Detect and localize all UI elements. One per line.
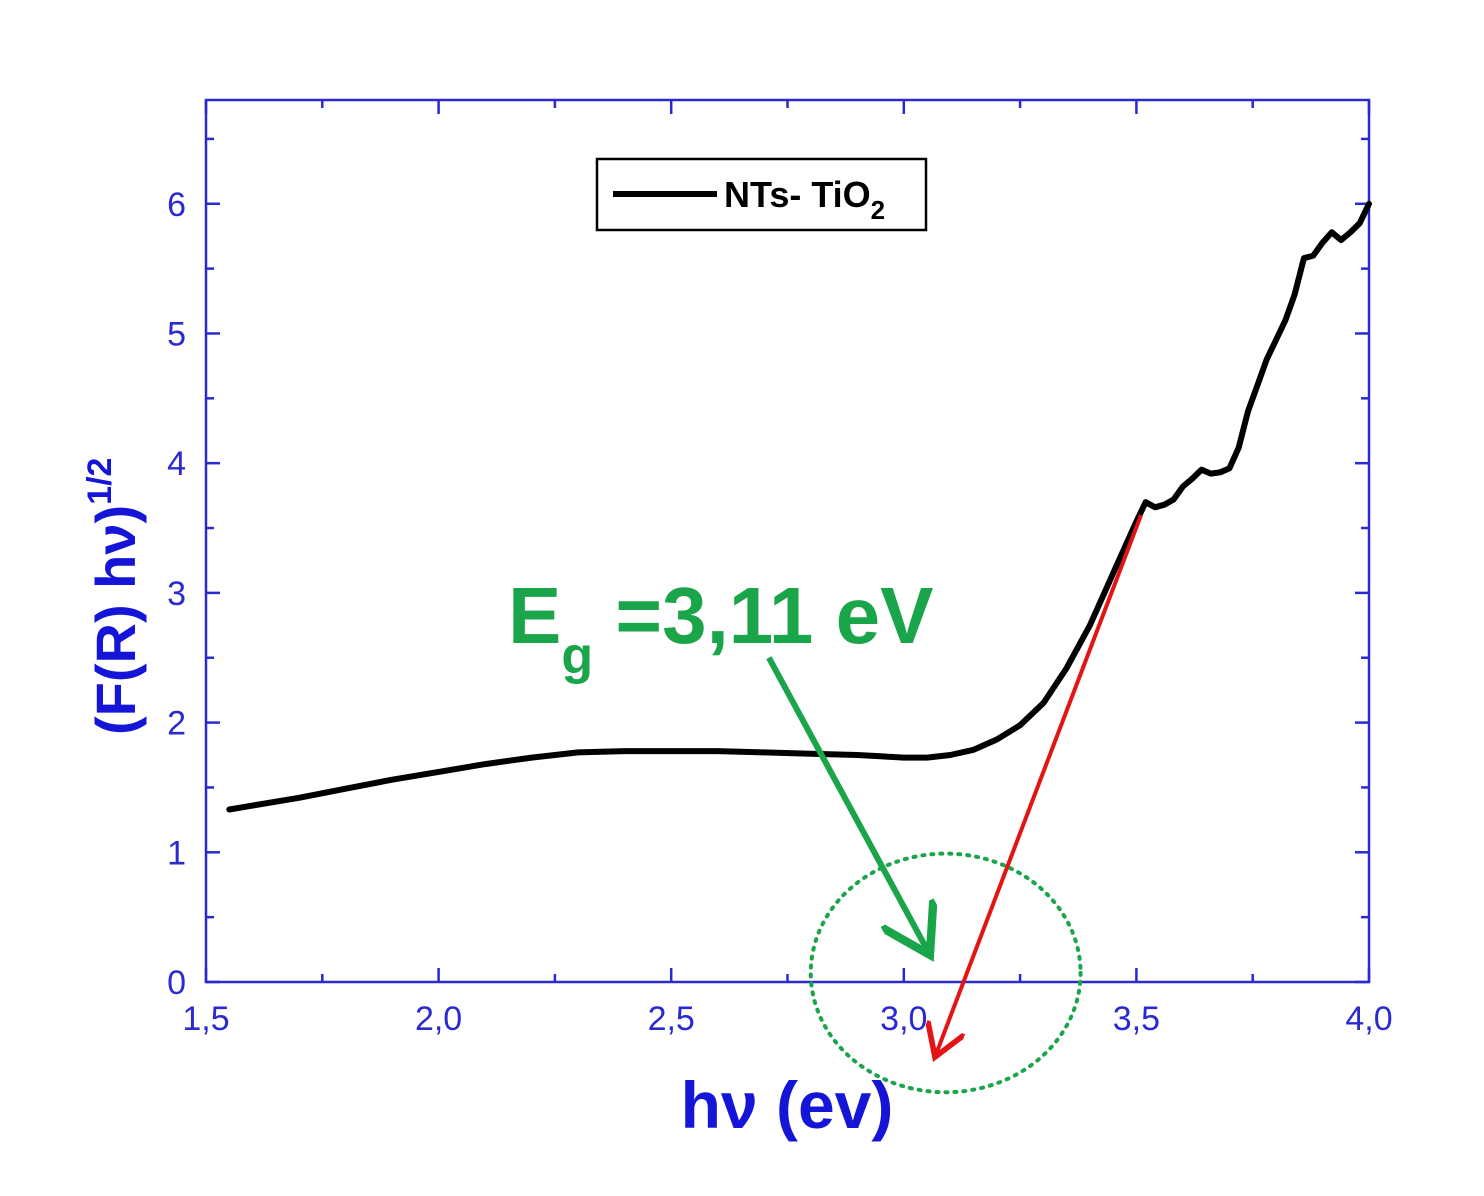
highlight-circle bbox=[808, 851, 1083, 1095]
plot-area-border bbox=[204, 98, 1371, 984]
y-tick-label: 1 bbox=[167, 834, 186, 872]
legend-label: NTs- TiO2 bbox=[724, 174, 885, 225]
y-tick-label: 3 bbox=[167, 575, 186, 613]
legend: NTs- TiO2 bbox=[595, 157, 928, 232]
bandgap-symbol: E bbox=[508, 571, 561, 660]
x-tick-label: 1,5 bbox=[182, 1000, 229, 1038]
y-tick-label: 6 bbox=[167, 186, 186, 224]
y-tick-label: 5 bbox=[167, 315, 186, 353]
y-axis-title: (F(R) hν)1/2 bbox=[81, 458, 147, 735]
x-axis-title: hν (ev) bbox=[681, 1068, 894, 1142]
tangent-extrapolation-line bbox=[936, 514, 1143, 1053]
bandgap-subscript: g bbox=[561, 627, 593, 685]
x-tick-label: 3,5 bbox=[1113, 1000, 1160, 1038]
legend-series-name: NTs- TiO bbox=[724, 174, 871, 215]
axis-tick-labels: 1,5 2,0 2,5 3,0 3,5 4,0 0 1 2 3 4 5 6 bbox=[167, 186, 1393, 1038]
y-axis-title-main: (F(R) hν) bbox=[84, 505, 147, 735]
series-line bbox=[226, 200, 1372, 813]
x-tick-label: 2,5 bbox=[648, 1000, 695, 1038]
plot-frame bbox=[204, 98, 1371, 984]
annotations bbox=[766, 514, 1143, 1095]
bandgap-annotation: Eg =3,11 eV bbox=[508, 571, 933, 685]
series-group bbox=[226, 200, 1372, 813]
x-tick-label: 2,0 bbox=[415, 1000, 462, 1038]
y-tick-label: 4 bbox=[167, 445, 186, 483]
y-tick-label: 0 bbox=[167, 964, 186, 1002]
y-tick-label: 2 bbox=[167, 705, 186, 743]
legend-series-subscript: 2 bbox=[871, 195, 885, 225]
axis-ticks bbox=[204, 100, 1371, 984]
x-tick-label: 4,0 bbox=[1345, 1000, 1392, 1038]
bandgap-value: =3,11 eV bbox=[593, 571, 933, 660]
y-axis-title-group: (F(R) hν)1/2 bbox=[81, 458, 147, 735]
x-tick-label: 3,0 bbox=[880, 1000, 927, 1038]
y-axis-title-sup: 1/2 bbox=[81, 458, 119, 505]
annotation-arrow bbox=[766, 656, 927, 950]
